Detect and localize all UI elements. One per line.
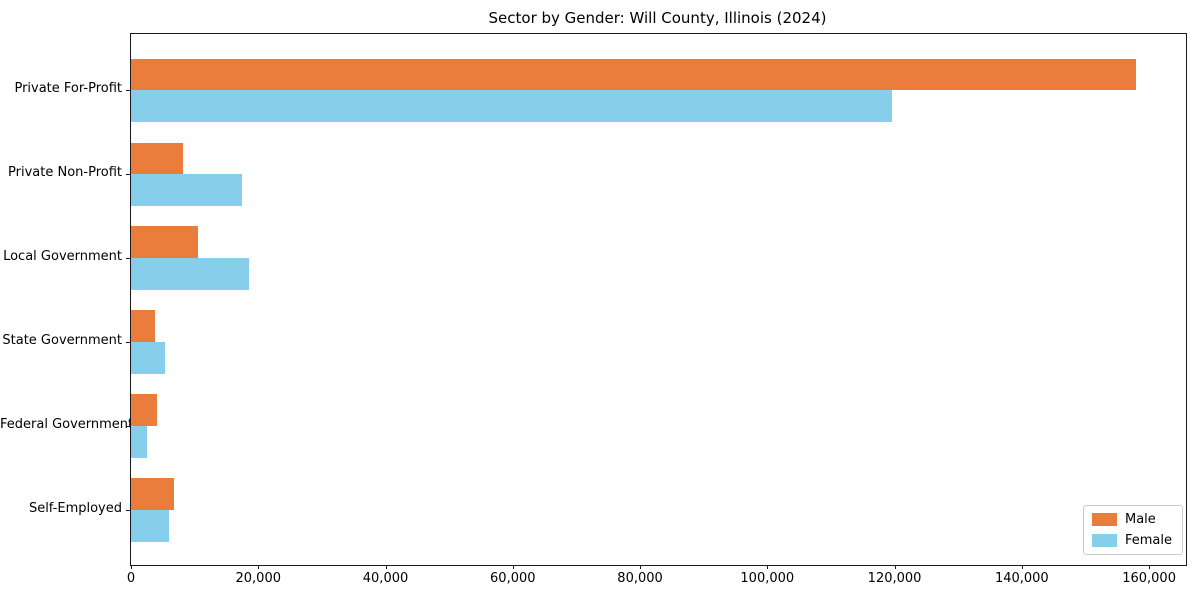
bar-female-state-government xyxy=(131,342,165,374)
y-tick-mark xyxy=(126,342,130,344)
legend-swatch-female xyxy=(1091,534,1117,547)
x-tick-mark xyxy=(131,565,132,569)
bar-male-state-government xyxy=(131,310,155,343)
bar-female-private-for-profit xyxy=(131,90,893,122)
x-tick-mark xyxy=(512,565,514,569)
legend-swatch-male xyxy=(1091,513,1117,526)
legend-item-female: Female xyxy=(1091,533,1172,548)
bar-female-local-government xyxy=(131,258,250,290)
bar-male-self-employed xyxy=(131,478,174,510)
bar-female-private-non-profit xyxy=(131,174,242,206)
chart-title: Sector by Gender: Will County, Illinois … xyxy=(488,9,827,27)
x-tick-mark xyxy=(1021,565,1023,569)
x-tick-label: 20,000 xyxy=(235,571,282,586)
bar-male-federal-government xyxy=(131,394,158,427)
y-axis-label-private-for-profit: Private For-Profit xyxy=(14,81,122,97)
y-tick-mark xyxy=(126,426,130,428)
x-tick-mark xyxy=(258,565,260,569)
bar-female-self-employed xyxy=(131,510,169,542)
y-axis-label-private-non-profit: Private Non-Profit xyxy=(8,165,122,181)
y-axis-label-state-government: State Government xyxy=(2,333,122,349)
x-tick-label: 160,000 xyxy=(1122,571,1176,586)
y-tick-mark xyxy=(126,174,130,176)
x-tick-label: 140,000 xyxy=(994,571,1049,586)
x-tick-mark xyxy=(640,565,642,569)
y-tick-mark xyxy=(126,510,130,511)
x-tick-label: 60,000 xyxy=(490,571,536,586)
bar-male-private-non-profit xyxy=(131,142,184,175)
plot-area: Male Female 0 20,000 40,000 60,000 80,000 100… xyxy=(126,33,1187,586)
x-tick-label: 0 xyxy=(126,571,136,586)
y-axis-label-self-employed: Self-Employed xyxy=(28,501,122,516)
x-tick-label: 120,000 xyxy=(867,571,922,586)
x-tick-mark xyxy=(1149,565,1151,569)
bar-female-federal-government xyxy=(131,426,147,458)
x-tick-mark xyxy=(767,565,769,569)
legend-label-female: Female xyxy=(1124,533,1172,548)
bar-male-local-government xyxy=(131,226,199,259)
legend: Male Female xyxy=(1082,505,1183,555)
x-tick-label: 40,000 xyxy=(362,571,409,586)
x-tick-mark xyxy=(385,565,387,569)
x-tick-mark xyxy=(894,565,896,569)
x-tick-label: 80,000 xyxy=(617,571,663,586)
y-axis-label-federal-government: Federal Government xyxy=(0,417,134,433)
legend-item-male: Male xyxy=(1091,512,1172,527)
y-axis: Private For-Profit Private Non-Profit Loca… xyxy=(0,33,134,564)
x-tick-label: 100,000 xyxy=(740,571,795,586)
y-axis-label-local-government: Local Government xyxy=(3,249,122,265)
bar-male-private-for-profit xyxy=(131,58,1137,91)
y-tick-mark xyxy=(126,90,130,92)
legend-label-male: Male xyxy=(1124,512,1156,527)
y-tick-mark xyxy=(126,258,130,260)
